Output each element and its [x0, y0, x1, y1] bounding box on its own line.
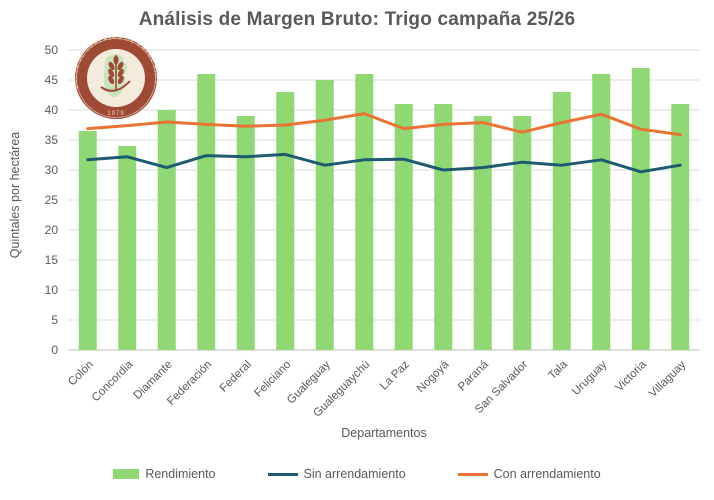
- y-tick-label: 25: [45, 193, 59, 207]
- logo-outer-line: [76, 38, 156, 118]
- bar-Gualeguay: [315, 80, 334, 350]
- legend-bar-swatch-icon: [113, 469, 140, 479]
- legend-line-swatch-icon: [457, 472, 488, 476]
- x-category-label: Concordia: [90, 358, 136, 404]
- bar-La Paz: [394, 104, 413, 350]
- y-tick-label: 0: [51, 343, 58, 357]
- x-category-label: Federal: [218, 359, 254, 395]
- legend-label: Con arrendamiento: [493, 467, 601, 481]
- bar-Federación: [197, 74, 216, 350]
- y-tick-label: 35: [45, 133, 59, 147]
- x-category-label: Tala: [546, 358, 570, 382]
- bar-Concordia: [118, 146, 137, 350]
- legend-item-con-arrendamiento: Con arrendamiento: [457, 467, 601, 481]
- y-axis-title: Quintales por hectárea: [8, 131, 22, 259]
- chart-plot-area: 05101520253035404550ColónConcordiaDiaman…: [45, 43, 700, 420]
- bar-Gualeguaychú: [355, 74, 374, 350]
- bar-Diamante: [157, 110, 176, 350]
- y-tick-label: 10: [45, 283, 59, 297]
- legend-label: Sin arrendamiento: [303, 467, 406, 481]
- bar-Tala: [552, 92, 571, 350]
- x-category-label: Colón: [66, 359, 96, 389]
- y-tick-label: 15: [45, 253, 59, 267]
- logo-year: 1979: [107, 111, 124, 117]
- x-category-label: La Paz: [378, 358, 412, 392]
- bar-San Salvador: [513, 116, 532, 350]
- x-category-label: Nogoyá: [415, 358, 452, 395]
- y-tick-label: 40: [45, 103, 59, 117]
- x-category-label: Victoria: [613, 358, 649, 394]
- y-tick-label: 30: [45, 163, 59, 177]
- x-category-label: Feliciano: [252, 359, 293, 400]
- x-category-label: Uruguay: [570, 358, 609, 397]
- logo-wheat-icon: [100, 55, 131, 92]
- legend-line-swatch-icon: [267, 472, 298, 476]
- bar-Feliciano: [276, 92, 295, 350]
- y-tick-label: 50: [45, 43, 59, 57]
- legend-label: Rendimiento: [145, 467, 216, 481]
- line-con-arrendamiento: [86, 112, 682, 137]
- line-sin-arrendamiento: [86, 152, 682, 174]
- y-tick-label: 45: [45, 73, 59, 87]
- y-tick-label: 5: [51, 313, 58, 327]
- x-axis-title: Departamentos: [341, 426, 427, 440]
- chart-title: Análisis de Margen Bruto: Trigo campaña …: [138, 9, 576, 30]
- legend-item-rendimiento: Rendimiento: [113, 467, 216, 481]
- bar-Nogoyá: [434, 104, 453, 350]
- y-tick-label: 20: [45, 223, 59, 237]
- x-category-label: Paraná: [456, 358, 491, 393]
- bar-Uruguay: [592, 74, 611, 350]
- bar-Victoria: [631, 68, 650, 350]
- logo-seal: BOLSA DE CEREALES DE ENTRE RÍOS 1979: [73, 35, 159, 119]
- bar-Villaguay: [671, 104, 690, 350]
- bar-Paraná: [473, 116, 492, 350]
- x-category-label: Villaguay: [647, 358, 689, 400]
- bar-Colón: [78, 131, 97, 350]
- chart-legend: Rendimiento Sin arrendamiento Con arrend…: [0, 467, 714, 481]
- legend-item-sin-arrendamiento: Sin arrendamiento: [267, 467, 406, 481]
- bar-Federal: [236, 116, 255, 350]
